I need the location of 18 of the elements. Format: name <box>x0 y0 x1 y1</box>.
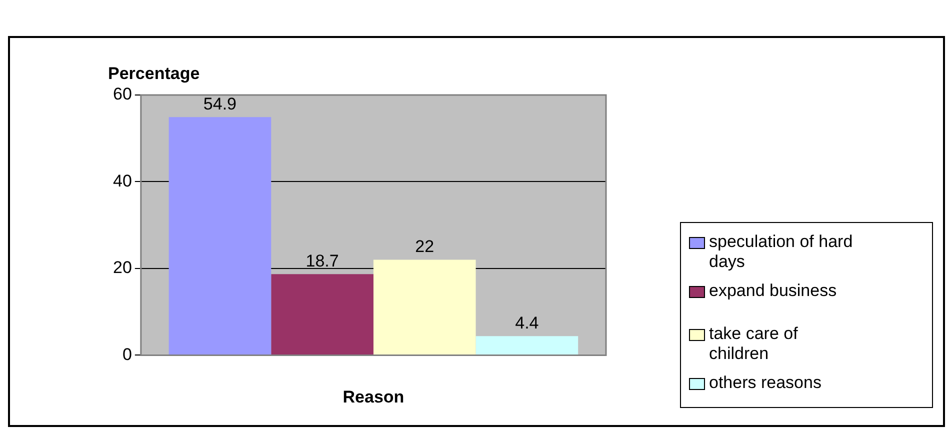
data-label: 54.9 <box>203 94 237 114</box>
y-tick-label: 60 <box>112 84 132 104</box>
y-axis-title: Percentage <box>108 64 200 84</box>
bar <box>168 117 272 355</box>
bar <box>373 260 476 355</box>
y-tick-label: 0 <box>122 344 132 364</box>
data-label: 18.7 <box>306 251 339 270</box>
y-tick-label: 40 <box>112 171 132 190</box>
data-label: 22 <box>415 236 434 256</box>
x-axis-title: Reason <box>342 387 404 406</box>
data-label: 4.4 <box>515 313 539 332</box>
y-tick-label: 20 <box>112 258 132 278</box>
legend-label: speculation of hard days <box>709 232 854 272</box>
bar <box>476 336 578 355</box>
bar <box>271 274 374 355</box>
legend-label: expand business <box>709 281 838 301</box>
legend-label: others reasons <box>709 373 822 393</box>
legend-label: take care of children <box>709 324 799 364</box>
